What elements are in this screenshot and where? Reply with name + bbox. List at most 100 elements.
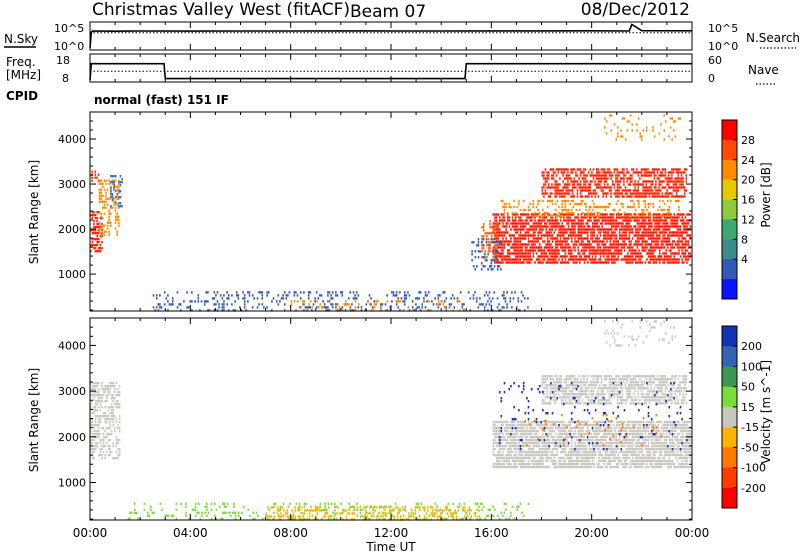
range-cell	[567, 453, 570, 457]
range-cell	[505, 456, 507, 460]
range-cell	[98, 433, 100, 436]
range-cell	[152, 306, 155, 309]
range-cell	[587, 420, 589, 424]
range-cell	[511, 438, 514, 442]
range-cell	[524, 453, 527, 457]
range-cell	[253, 297, 256, 300]
range-cell	[643, 195, 646, 198]
range-cell	[321, 306, 323, 309]
range-cell	[611, 228, 613, 231]
range-cell	[670, 234, 672, 237]
range-cell	[231, 511, 234, 514]
range-cell	[524, 213, 527, 216]
range-cell	[112, 382, 114, 385]
range-cell	[99, 394, 102, 397]
range-cell	[495, 258, 498, 261]
range-cell	[550, 435, 552, 439]
range-cell	[448, 303, 451, 306]
range-cell	[535, 252, 538, 255]
range-cell	[643, 246, 645, 249]
range-cell	[563, 249, 565, 252]
range-cell	[93, 223, 95, 226]
range-cell	[523, 429, 525, 433]
range-cell	[102, 185, 104, 188]
range-cell	[531, 219, 533, 222]
range-cell	[523, 441, 525, 445]
range-cell	[575, 444, 578, 448]
range-cell	[353, 512, 356, 515]
range-cell	[523, 465, 525, 469]
range-cell	[91, 424, 94, 427]
range-cell	[582, 240, 584, 243]
range-cell	[668, 231, 671, 234]
range-cell	[91, 451, 94, 454]
range-cell	[286, 509, 288, 512]
range-cell	[298, 508, 301, 511]
range-cell	[543, 444, 546, 448]
range-cell	[580, 219, 583, 222]
range-cell	[554, 208, 557, 212]
range-cell	[631, 261, 634, 264]
range-cell	[585, 214, 587, 218]
range-cell	[93, 238, 95, 241]
range-cell	[565, 192, 568, 195]
range-cell	[577, 429, 579, 433]
freq-unit-label: [MHz]	[6, 68, 41, 82]
range-cell	[548, 222, 551, 225]
range-cell	[577, 219, 579, 222]
range-cell	[579, 219, 581, 222]
range-cell	[670, 249, 672, 252]
range-cell	[597, 183, 600, 186]
range-cell	[114, 427, 116, 430]
nsky-tick-top: 10^5	[54, 22, 84, 35]
range-cell	[511, 306, 513, 309]
range-cell	[515, 237, 517, 240]
range-cell	[323, 515, 325, 518]
range-cell	[617, 216, 619, 219]
range-cell	[203, 300, 206, 303]
range-cell	[580, 202, 583, 206]
range-cell	[107, 433, 110, 436]
range-cell	[91, 442, 94, 445]
range-cell	[670, 255, 672, 258]
range-cell	[99, 409, 102, 412]
range-cell	[585, 243, 587, 246]
range-cell	[464, 506, 466, 509]
range-cell	[390, 505, 392, 508]
range-cell	[524, 441, 527, 445]
range-cell	[295, 309, 298, 312]
range-cell	[583, 213, 586, 216]
range-cell	[652, 202, 655, 206]
range-cell	[527, 222, 530, 225]
range-cell	[563, 177, 566, 180]
range-cell	[521, 213, 523, 216]
range-cell	[644, 249, 647, 252]
range-cell	[503, 231, 506, 234]
range-cell	[502, 447, 504, 451]
range-cell	[524, 246, 527, 249]
range-cell	[509, 300, 512, 303]
range-cell	[572, 246, 575, 249]
range-cell	[500, 453, 503, 457]
range-cell	[249, 514, 251, 517]
range-cell	[654, 246, 656, 249]
range-cell	[593, 420, 595, 424]
range-cell	[531, 258, 533, 261]
range-cell	[540, 423, 543, 427]
range-cell	[513, 435, 515, 439]
range-cell	[543, 171, 545, 174]
range-cell	[511, 258, 514, 261]
range-cell	[567, 261, 570, 264]
range-cell	[539, 435, 541, 439]
range-cell	[340, 502, 342, 505]
range-cell	[100, 212, 102, 215]
range-cell	[532, 199, 535, 203]
range-cell	[630, 258, 632, 261]
range-cell	[327, 517, 330, 520]
range-cell	[585, 258, 587, 261]
range-cell	[587, 465, 589, 469]
range-cell	[639, 195, 641, 198]
range-cell	[550, 234, 552, 237]
range-cell	[574, 231, 576, 234]
